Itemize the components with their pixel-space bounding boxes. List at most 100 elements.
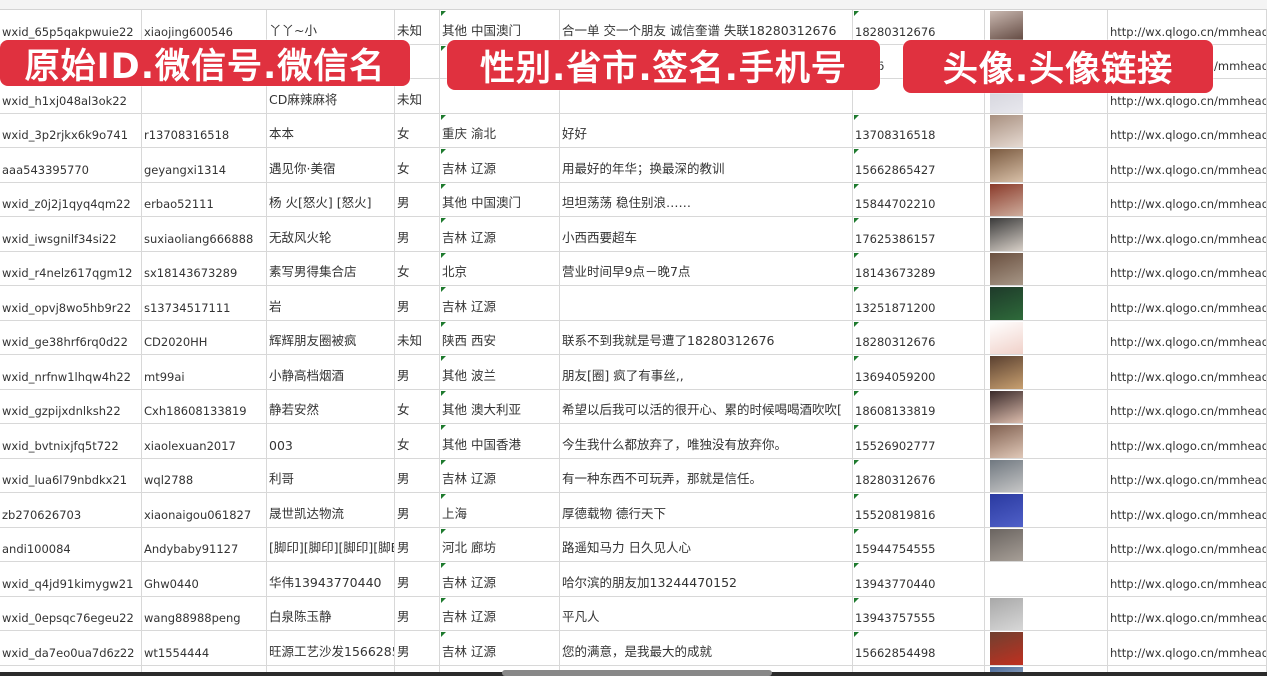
cell-signature[interactable]: 营业时间早9点－晚7点 bbox=[560, 251, 853, 285]
cell-gender[interactable]: 女 bbox=[395, 424, 440, 458]
cell-wechat-name[interactable]: 静若安然 bbox=[267, 389, 395, 423]
cell-region[interactable]: 其他 波兰 bbox=[440, 355, 560, 389]
cell-avatar[interactable] bbox=[985, 424, 1108, 458]
cell-gender[interactable]: 男 bbox=[395, 562, 440, 596]
cell-wechat-name[interactable]: 白泉陈玉静 bbox=[267, 596, 395, 630]
cell-gender[interactable]: 男 bbox=[395, 458, 440, 492]
cell-wechat-id[interactable] bbox=[142, 79, 267, 113]
cell-signature[interactable]: 希望以后我可以活的很开心、累的时候喝喝酒吹吹[ bbox=[560, 389, 853, 423]
cell-signature[interactable]: 坦坦荡荡 稳住别浪…… bbox=[560, 182, 853, 216]
cell-wechat-id[interactable]: Ghw0440 bbox=[142, 562, 267, 596]
cell-signature[interactable]: 好好 bbox=[560, 113, 853, 147]
cell-wechat-name[interactable] bbox=[267, 665, 395, 672]
cell-original-id[interactable]: wxid_3p2rjkx6k9o741 bbox=[0, 113, 142, 147]
cell-avatar-link[interactable]: http://wx.qlogo.cn/mmhead bbox=[1108, 148, 1267, 182]
cell-phone[interactable] bbox=[853, 665, 985, 672]
cell-phone[interactable]: 15844702210 bbox=[853, 182, 985, 216]
cell-original-id[interactable]: wxid_65p5qakpwuie22 bbox=[0, 10, 142, 44]
cell-wechat-id[interactable]: wt1554444 bbox=[142, 631, 267, 665]
cell-signature[interactable]: 您的满意，是我最大的成就 bbox=[560, 631, 853, 665]
cell-region[interactable]: 吉林 辽源 bbox=[440, 631, 560, 665]
cell-original-id[interactable]: wxid_h1xj048al3ok22 bbox=[0, 79, 142, 113]
cell-wechat-name[interactable]: 辉辉朋友圈被疯 bbox=[267, 320, 395, 354]
cell-original-id[interactable]: wxid_da7eo0ua7d6z22 bbox=[0, 631, 142, 665]
cell-gender[interactable]: 女 bbox=[395, 113, 440, 147]
cell-wechat-id[interactable]: Cxh18608133819 bbox=[142, 389, 267, 423]
cell-avatar-link[interactable]: http://wx.qlogo.cn/mmhead bbox=[1108, 251, 1267, 285]
cell-wechat-name[interactable]: 杨 火[怒火] [怒火] bbox=[267, 182, 395, 216]
cell-wechat-name[interactable]: 本本 bbox=[267, 113, 395, 147]
table-row[interactable]: wxid_da7eo0ua7d6z22 wt1554444 旺源工艺沙发156628… bbox=[0, 631, 1267, 666]
cell-original-id[interactable]: wxid_z0j2j1qyq4qm22 bbox=[0, 182, 142, 216]
cell-signature[interactable]: 今生我什么都放弃了，唯独没有放弃你。 bbox=[560, 424, 853, 458]
cell-avatar[interactable] bbox=[985, 286, 1108, 320]
cell-signature[interactable]: 厚德载物 德行天下 bbox=[560, 493, 853, 527]
cell-gender[interactable] bbox=[395, 44, 440, 78]
cell-signature[interactable] bbox=[560, 286, 853, 320]
cell-signature[interactable]: 平凡人 bbox=[560, 596, 853, 630]
cell-wechat-name[interactable]: 岩 bbox=[267, 286, 395, 320]
cell-region[interactable]: 吉林 辽源 bbox=[440, 458, 560, 492]
cell-original-id[interactable]: zb270626703 bbox=[0, 493, 142, 527]
cell-avatar-link[interactable]: http://wx.qlogo.cn/mmhead bbox=[1108, 182, 1267, 216]
cell-gender[interactable]: 女 bbox=[395, 251, 440, 285]
cell-avatar[interactable] bbox=[985, 493, 1108, 527]
cell-wechat-name[interactable]: 丫丫~小 bbox=[267, 10, 395, 44]
cell-wechat-id[interactable]: erbao52111 bbox=[142, 182, 267, 216]
cell-wechat-name[interactable]: 华伟13943770440 bbox=[267, 562, 395, 596]
cell-wechat-name[interactable]: 003 bbox=[267, 424, 395, 458]
cell-avatar-link[interactable]: http://wx.qlogo.cn/mmhead bbox=[1108, 217, 1267, 251]
cell-wechat-id[interactable]: CD2020HH bbox=[142, 320, 267, 354]
cell-avatar-link[interactable]: http://wx.qlogo.cn/mmhead bbox=[1108, 355, 1267, 389]
cell-region[interactable] bbox=[440, 79, 560, 113]
cell-gender[interactable]: 男 bbox=[395, 217, 440, 251]
cell-wechat-name[interactable]: 遇见你·美宿 bbox=[267, 148, 395, 182]
cell-avatar[interactable] bbox=[985, 596, 1108, 630]
cell-wechat-id[interactable]: xiaojing600546 bbox=[142, 10, 267, 44]
cell-signature[interactable]: 有一种东西不可玩弄，那就是信任。 bbox=[560, 458, 853, 492]
cell-signature[interactable]: 小西西要超车 bbox=[560, 217, 853, 251]
cell-signature[interactable] bbox=[560, 79, 853, 113]
cell-signature[interactable]: 朋友[圈] 疯了有事丝,, bbox=[560, 355, 853, 389]
cell-avatar[interactable] bbox=[985, 217, 1108, 251]
cell-avatar[interactable] bbox=[985, 665, 1108, 672]
cell-original-id[interactable] bbox=[0, 665, 142, 672]
table-row[interactable]: wxid_gzpijxdnlksh22 Cxh18608133819 静若安然 女 其他… bbox=[0, 389, 1267, 424]
cell-phone[interactable]: 18280312676 bbox=[853, 458, 985, 492]
table-row[interactable]: wxid_nrfnw1lhqw4h22 mt99ai 小静高档烟酒 男 其他 波兰 朋友[… bbox=[0, 355, 1267, 390]
cell-original-id[interactable]: wxid_lua6l79nbdkx21 bbox=[0, 458, 142, 492]
cell-wechat-id[interactable]: mt99ai bbox=[142, 355, 267, 389]
cell-gender[interactable]: 男 bbox=[395, 527, 440, 561]
cell-region[interactable] bbox=[440, 665, 560, 672]
cell-wechat-id[interactable]: sx18143673289 bbox=[142, 251, 267, 285]
table-row[interactable]: wxid_z0j2j1qyq4qm22 erbao52111 杨 火[怒火] [怒火… bbox=[0, 182, 1267, 217]
table-row[interactable]: andi100084 Andybaby91127 [脚印][脚印][脚印][脚E 男 河… bbox=[0, 527, 1267, 562]
cell-phone[interactable]: 15662854498 bbox=[853, 631, 985, 665]
cell-phone[interactable]: 17625386157 bbox=[853, 217, 985, 251]
cell-original-id[interactable]: wxid_gzpijxdnlksh22 bbox=[0, 389, 142, 423]
cell-avatar-link[interactable]: http://wx.qlogo.cn/mmhead bbox=[1108, 424, 1267, 458]
cell-gender[interactable]: 男 bbox=[395, 596, 440, 630]
cell-avatar-link[interactable]: http://wx.qlogo.cn/mmhead bbox=[1108, 631, 1267, 665]
cell-avatar-link[interactable]: http://wx.qlogo.cn/mmhead bbox=[1108, 562, 1267, 596]
cell-gender[interactable]: 未知 bbox=[395, 320, 440, 354]
cell-original-id[interactable]: wxid_0epsqc76egeu22 bbox=[0, 596, 142, 630]
cell-region[interactable]: 其他 中国澳门 bbox=[440, 182, 560, 216]
cell-avatar[interactable] bbox=[985, 355, 1108, 389]
cell-region[interactable]: 吉林 辽源 bbox=[440, 562, 560, 596]
cell-avatar-link[interactable]: http://wx.qlogo.cn/mmhead bbox=[1108, 596, 1267, 630]
cell-original-id[interactable]: wxid_opvj8wo5hb9r22 bbox=[0, 286, 142, 320]
cell-wechat-name[interactable]: 旺源工艺沙发15662854 bbox=[267, 631, 395, 665]
table-row[interactable]: wxid_3p2rjkx6k9o741 r13708316518 本本 女 重庆 渝北 好… bbox=[0, 113, 1267, 148]
cell-avatar[interactable] bbox=[985, 527, 1108, 561]
cell-wechat-id[interactable]: r13708316518 bbox=[142, 113, 267, 147]
cell-wechat-name[interactable]: 晟世凯达物流 bbox=[267, 493, 395, 527]
cell-original-id[interactable]: wxid_ge38hrf6rq0d22 bbox=[0, 320, 142, 354]
cell-avatar-link[interactable]: http://wx.qlogo.cn/mmhead bbox=[1108, 458, 1267, 492]
cell-region[interactable]: 重庆 渝北 bbox=[440, 113, 560, 147]
table-row[interactable]: wxid_0epsqc76egeu22 wang88988peng 白泉陈玉静 男 吉林… bbox=[0, 596, 1267, 631]
cell-phone[interactable]: 13251871200 bbox=[853, 286, 985, 320]
cell-signature[interactable] bbox=[560, 665, 853, 672]
cell-avatar-link[interactable]: http://wx.qlogo.cn/mmhead bbox=[1108, 527, 1267, 561]
cell-gender[interactable]: 未知 bbox=[395, 79, 440, 113]
